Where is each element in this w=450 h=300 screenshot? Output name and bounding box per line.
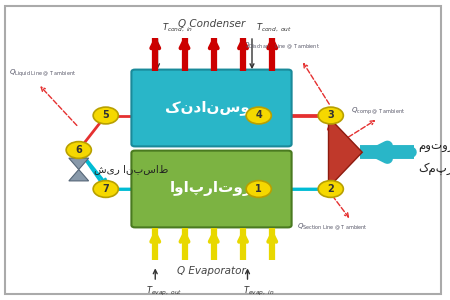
Circle shape — [318, 181, 343, 197]
Text: Q$_{\rm comp\ @\ T\ ambient}$: Q$_{\rm comp\ @\ T\ ambient}$ — [351, 105, 405, 117]
Circle shape — [246, 181, 271, 197]
Text: Q$_{\rm Discharge\ Line\ @\ T\ ambient}$: Q$_{\rm Discharge\ Line\ @\ T\ ambient}$ — [243, 41, 320, 52]
FancyBboxPatch shape — [131, 151, 292, 227]
Text: $T_{cond,\ in}$: $T_{cond,\ in}$ — [162, 22, 193, 34]
Circle shape — [93, 107, 118, 124]
Circle shape — [66, 142, 91, 158]
Text: Q$_{\rm Section\ Line\ @\ T\ ambient}$: Q$_{\rm Section\ Line\ @\ T\ ambient}$ — [297, 221, 368, 232]
Text: $T_{cond,\ out}$: $T_{cond,\ out}$ — [256, 22, 292, 34]
Text: اواپراتور: اواپراتور — [170, 182, 253, 196]
Text: 6: 6 — [76, 145, 82, 155]
Text: Q$_{\rm Liquid\ Line\ @\ T\ ambient}$: Q$_{\rm Liquid\ Line\ @\ T\ ambient}$ — [9, 68, 76, 79]
Polygon shape — [69, 169, 89, 181]
Text: 2: 2 — [328, 184, 334, 194]
Text: $T_{evap,\ in}$: $T_{evap,\ in}$ — [243, 285, 274, 298]
Text: 7: 7 — [103, 184, 109, 194]
Circle shape — [246, 107, 271, 124]
Text: 4: 4 — [256, 110, 262, 121]
Text: Q Evaporator: Q Evaporator — [177, 266, 246, 275]
Text: موتور: موتور — [418, 140, 450, 153]
Polygon shape — [69, 158, 89, 169]
Text: کمپرسور: کمپرسور — [418, 162, 450, 175]
Circle shape — [318, 107, 343, 124]
Text: شیر انبساط: شیر انبساط — [94, 164, 169, 175]
Text: کندانسور: کندانسور — [165, 100, 258, 116]
Polygon shape — [328, 117, 362, 188]
Text: 1: 1 — [256, 184, 262, 194]
Text: Q Condenser: Q Condenser — [178, 19, 245, 28]
Text: 5: 5 — [103, 110, 109, 121]
Text: $T_{evap,\ out}$: $T_{evap,\ out}$ — [146, 285, 182, 298]
Text: 3: 3 — [328, 110, 334, 121]
FancyBboxPatch shape — [131, 70, 292, 146]
Circle shape — [93, 181, 118, 197]
